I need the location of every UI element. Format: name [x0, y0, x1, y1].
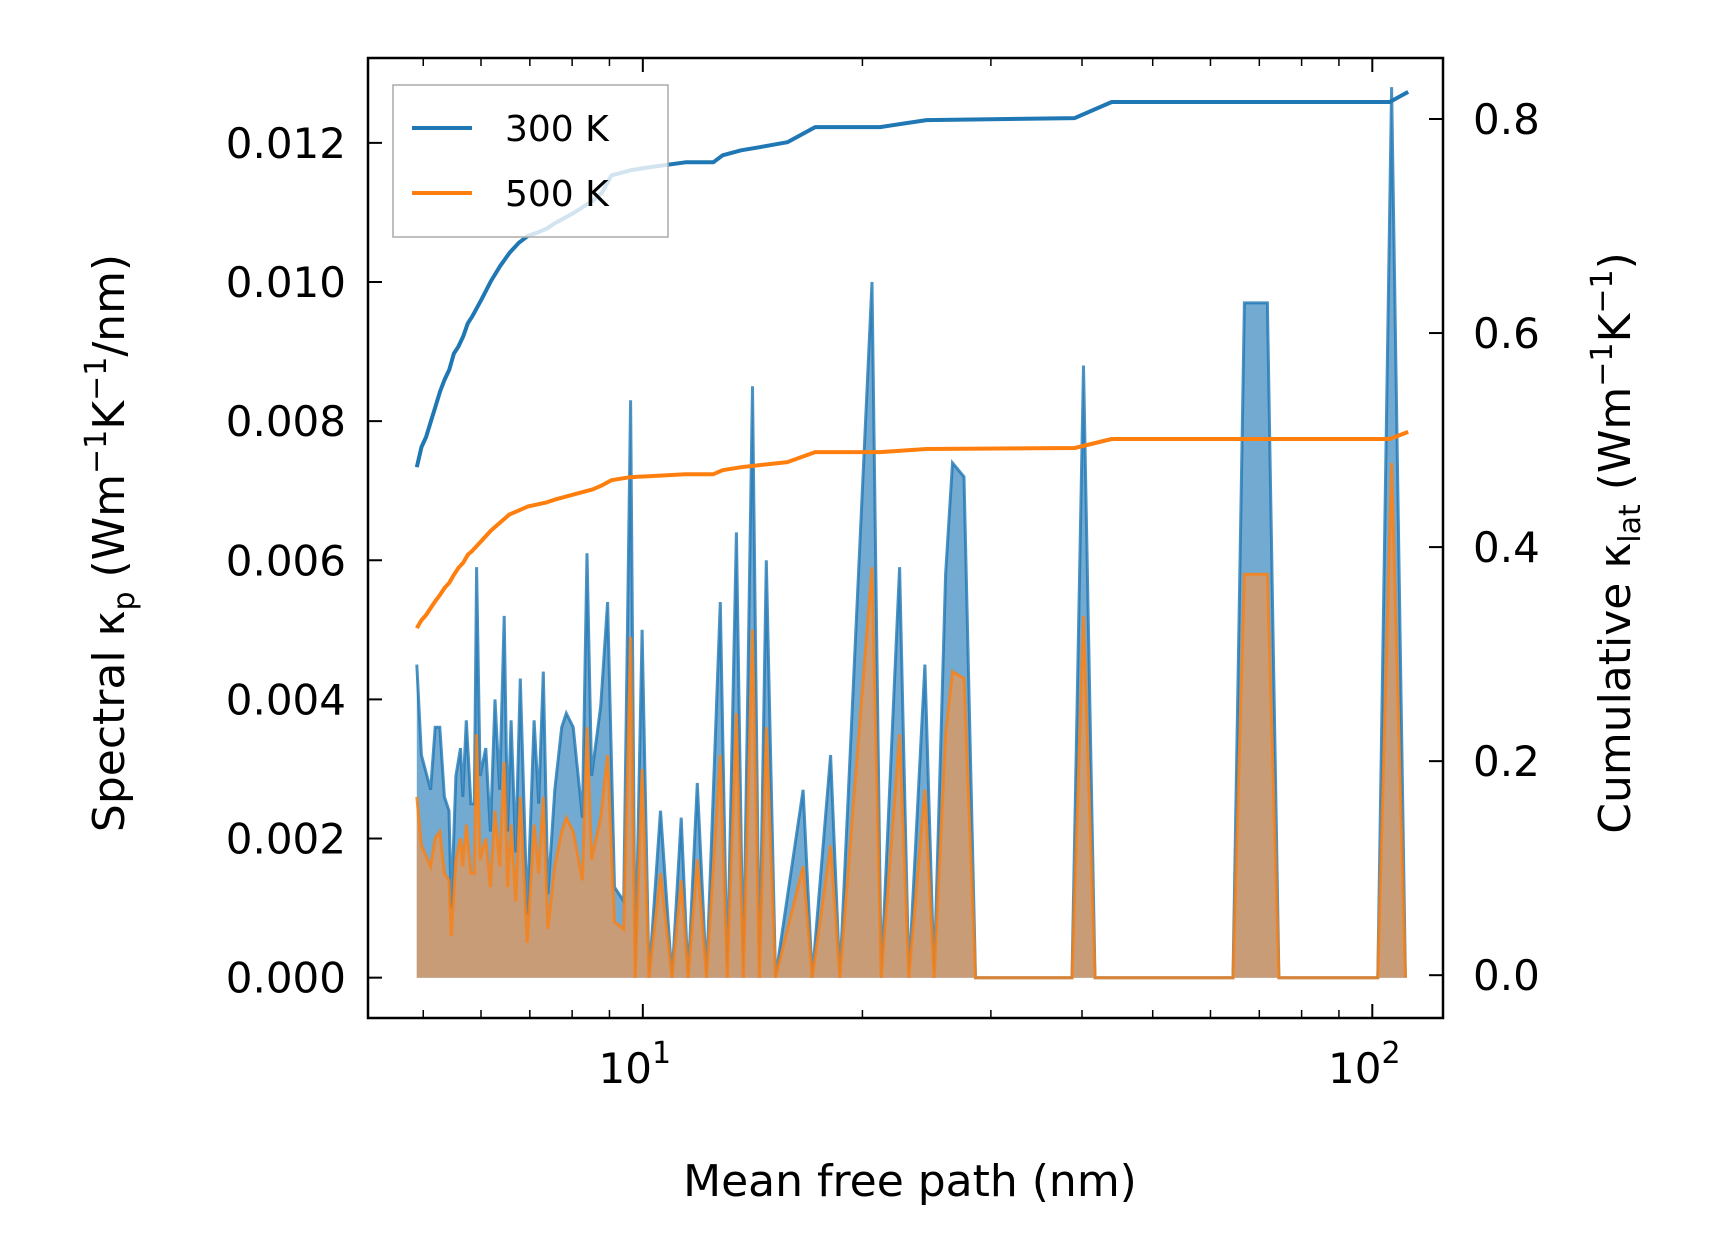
cumulative-line-500k — [415, 430, 1409, 630]
y-right-tick-label: 0.4 — [1473, 523, 1540, 572]
x-axis-ticks: 101 102 — [422, 58, 1401, 1093]
x-tick-label: 101 — [599, 1036, 672, 1093]
y-right-tick-label: 0.2 — [1473, 737, 1540, 786]
y-left-tick-label: 0.004 — [226, 675, 346, 724]
left-y-axis-ticks: 0.000 0.002 0.004 0.006 0.008 0.010 0.012 — [226, 119, 382, 1003]
y-left-tick-label: 0.002 — [226, 815, 346, 864]
y-left-tick-label: 0.010 — [226, 258, 346, 307]
spectral-line-300k — [415, 87, 1407, 980]
x-tick-label: 102 — [1328, 1036, 1401, 1093]
legend-label-500k: 500 K — [505, 174, 610, 215]
y-left-tick-label: 0.012 — [226, 119, 346, 168]
y-left-tick-label: 0.008 — [226, 397, 346, 446]
legend-label-300k: 300 K — [505, 109, 610, 150]
right-y-axis-title: Cumulative κlat (Wm−1K−1) — [1585, 252, 1648, 834]
left-y-axis-title: Spectral κp (Wm−1K−1/nm) — [79, 254, 142, 832]
spectral-fill-500k — [416, 462, 1406, 978]
x-axis-title: Mean free path (nm) — [683, 1156, 1137, 1207]
y-left-tick-label: 0.006 — [226, 536, 346, 585]
legend: 300 K 500 K — [392, 84, 669, 238]
spectral-line-500k — [415, 462, 1407, 980]
right-y-axis-ticks: 0.0 0.2 0.4 0.6 0.8 — [1429, 95, 1540, 1000]
plot-frame — [366, 56, 1445, 1020]
y-right-tick-label: 0.8 — [1473, 95, 1540, 144]
legend-box — [392, 84, 669, 238]
y-left-tick-label: 0.000 — [226, 954, 346, 1003]
y-right-tick-label: 0.0 — [1473, 951, 1540, 1000]
axes — [366, 56, 1445, 1020]
y-right-tick-label: 0.6 — [1473, 309, 1540, 358]
